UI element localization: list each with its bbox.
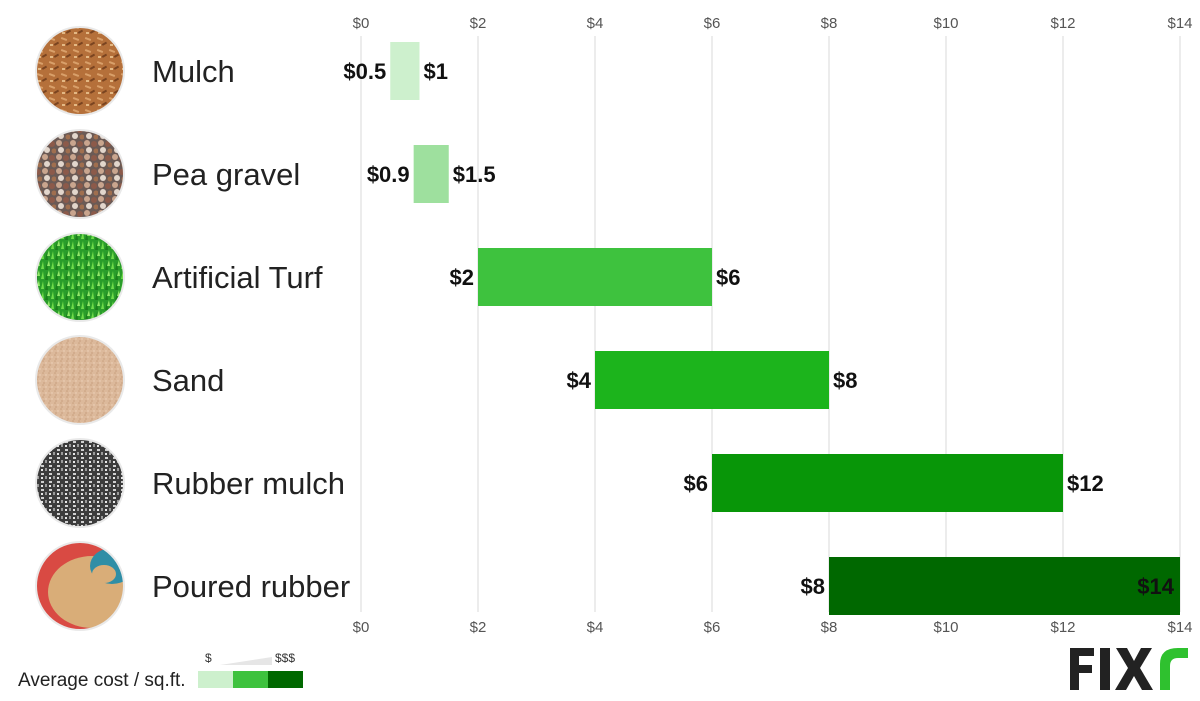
high-value-label: $1 xyxy=(424,59,448,84)
range-bars xyxy=(390,42,1180,615)
x-tick-label-bottom: $12 xyxy=(1050,619,1075,636)
range-bar xyxy=(390,42,420,100)
legend-gradient-wedge xyxy=(220,657,272,665)
low-value-label: $0.9 xyxy=(367,162,410,187)
range-bar xyxy=(595,351,829,409)
category-label: Artificial Turf xyxy=(152,260,323,295)
x-tick-label-top: $10 xyxy=(933,15,958,32)
x-tick-label-bottom: $6 xyxy=(704,619,721,636)
x-tick-label-top: $12 xyxy=(1050,15,1075,32)
high-value-label: $6 xyxy=(716,265,740,290)
value-labels: $0.5 $1 $0.9 $1.5 $2 $6 $4 $8 $6 $12 $8 $14 xyxy=(343,59,1174,599)
range-bar xyxy=(478,248,712,306)
low-value-label: $6 xyxy=(684,471,708,496)
range-bar xyxy=(413,145,449,203)
sand-texture-icon xyxy=(35,335,125,425)
high-value-label: $14 xyxy=(1137,574,1174,599)
cost-legend: $ $$$ Average cost / sq.ft. xyxy=(18,648,318,693)
fixr-logo xyxy=(1070,648,1188,690)
x-tick-label-top: $2 xyxy=(470,15,487,32)
x-tick-label-bottom: $2 xyxy=(470,619,487,636)
mulch-texture-icon xyxy=(35,26,125,116)
artificial-turf-texture-icon xyxy=(35,232,125,322)
x-tick-label-top: $0 xyxy=(353,15,370,32)
tick-labels: $0 $0 $2 $2 $4 $4 $6 $6 $8 $8 $10 $10 $12 $12 $14 $14 xyxy=(353,15,1193,636)
x-tick-label-bottom: $4 xyxy=(587,619,604,636)
legend-swatch-high xyxy=(268,671,303,688)
category-labels: Mulch Pea gravel Artificial Turf Sand Rubber… xyxy=(152,54,350,604)
x-tick-label-top: $4 xyxy=(587,15,604,32)
grid-layer xyxy=(360,36,1181,612)
pea-gravel-texture-icon xyxy=(35,129,125,219)
high-value-label: $1.5 xyxy=(453,162,496,187)
x-tick-label-top: $8 xyxy=(821,15,838,32)
rubber-mulch-texture-icon xyxy=(35,438,125,528)
category-label: Pea gravel xyxy=(152,157,300,192)
low-value-label: $0.5 xyxy=(343,59,386,84)
category-label: Rubber mulch xyxy=(152,466,345,501)
category-icons xyxy=(35,26,125,631)
range-bar xyxy=(829,557,1180,615)
legend-swatches xyxy=(198,671,303,688)
legend-high-symbol: $$$ xyxy=(275,651,296,665)
legend-low-symbol: $ xyxy=(205,651,212,665)
x-tick-label-bottom: $10 xyxy=(933,619,958,636)
x-tick-label-top: $6 xyxy=(704,15,721,32)
cost-range-chart: $0 $0 $2 $2 $4 $4 $6 $6 $8 $8 $10 $10 $12 $12 $14 $14 M… xyxy=(35,15,1193,636)
x-tick-label-bottom: $14 xyxy=(1167,619,1192,636)
low-value-label: $8 xyxy=(801,574,825,599)
legend-title: Average cost / sq.ft. xyxy=(18,670,186,691)
x-tick-label-bottom: $8 xyxy=(821,619,838,636)
x-tick-label-bottom: $0 xyxy=(353,619,370,636)
poured-rubber-texture-icon xyxy=(35,541,125,631)
range-bar xyxy=(712,454,1063,512)
fixr-logo-mark xyxy=(1070,648,1188,690)
category-label: Mulch xyxy=(152,54,235,89)
legend-swatch-low xyxy=(198,671,233,688)
high-value-label: $8 xyxy=(833,368,857,393)
high-value-label: $12 xyxy=(1067,471,1104,496)
legend-swatch-mid xyxy=(233,671,268,688)
low-value-label: $2 xyxy=(450,265,474,290)
x-tick-label-top: $14 xyxy=(1167,15,1192,32)
category-label: Sand xyxy=(152,363,224,398)
low-value-label: $4 xyxy=(567,368,592,393)
category-label: Poured rubber xyxy=(152,569,350,604)
